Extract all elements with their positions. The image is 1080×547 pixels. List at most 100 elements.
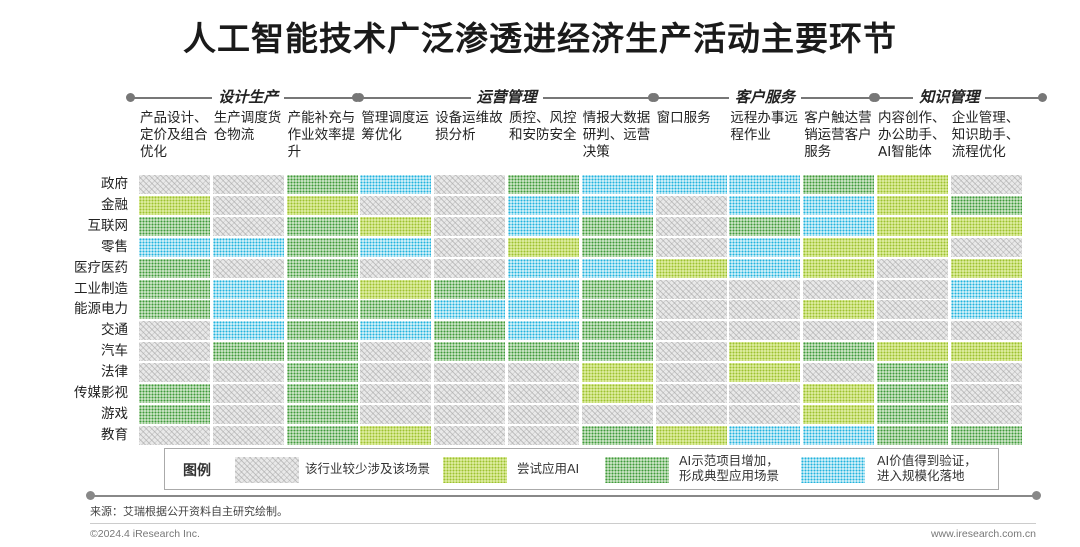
- heatmap-cell-r1-c5: [508, 195, 579, 215]
- heatmap-cell-r9-c5: [508, 363, 579, 383]
- heatmap-cell-r2-c5: [508, 216, 579, 236]
- footer-divider: [90, 495, 1036, 497]
- heatmap-cell-r3-c5: [508, 237, 579, 257]
- heatmap-cell-r6-c4: [434, 300, 506, 320]
- heatmap-cell-r4-c0: [139, 258, 210, 278]
- heatmap-cell-r7-c5: [508, 321, 579, 341]
- group-name-1: 运营管理: [470, 86, 543, 108]
- heatmap-cell-r7-c2: [286, 321, 358, 341]
- heatmap-cell-r5-c9: [803, 279, 875, 299]
- heatmap-cell-r6-c11: [950, 300, 1022, 320]
- heatmap-cell-r3-c6: [581, 237, 653, 257]
- heatmap-cell-r9-c3: [360, 363, 432, 383]
- heatmap-cell-r12-c10: [877, 425, 948, 445]
- heatmap-cell-r3-c11: [950, 237, 1022, 257]
- group-name-2: 客户服务: [728, 86, 801, 108]
- heatmap-cell-r2-c6: [581, 216, 653, 236]
- column-header-5: 质控、风控和安防安全: [509, 110, 577, 143]
- heatmap-cell-r1-c2: [286, 195, 358, 215]
- column-header-9: 客户触达营销运营客户服务: [804, 110, 872, 160]
- heatmap-cell-r10-c4: [434, 384, 506, 403]
- heatmap-cell-r8-c1: [212, 342, 284, 362]
- copyright: ©2024.4 iResearch Inc.: [90, 528, 200, 540]
- heatmap-cell-r12-c9: [803, 425, 875, 445]
- legend-swatch-demo: [605, 457, 669, 483]
- column-header-0: 产品设计、定价及组合优化: [140, 110, 208, 160]
- row-label-5: 工业制造: [74, 280, 128, 297]
- heatmap-cell-r2-c10: [877, 216, 948, 236]
- heatmap-cell-r12-c3: [360, 425, 432, 445]
- heatmap-cell-r11-c11: [950, 404, 1022, 424]
- source-note: 来源：艾瑞根据公开资料自主研究绘制。: [90, 505, 288, 518]
- heatmap-cell-r6-c9: [803, 300, 875, 320]
- row-label-12: 教育: [101, 426, 128, 443]
- row-label-4: 医疗医药: [74, 259, 128, 276]
- heatmap-cell-r9-c8: [729, 363, 801, 383]
- legend-label-trial: 尝试应用AI: [517, 461, 580, 476]
- heatmap-cell-r9-c10: [877, 363, 948, 383]
- heatmap-cell-r2-c2: [286, 216, 358, 236]
- heatmap-cell-r9-c0: [139, 363, 210, 383]
- row-label-2: 互联网: [87, 217, 129, 234]
- footer-divider-dot-right: [1032, 491, 1041, 500]
- heatmap-cell-r1-c8: [729, 195, 801, 215]
- heatmap-cell-r8-c4: [434, 342, 506, 362]
- heatmap-cell-r5-c6: [581, 279, 653, 299]
- heatmap-cell-r7-c8: [729, 321, 801, 341]
- heatmap-cell-r6-c7: [655, 300, 727, 320]
- column-header-8: 远程办事远程作业: [730, 110, 798, 143]
- heatmap-cell-r1-c11: [950, 195, 1022, 215]
- row-label-1: 金融: [101, 196, 128, 213]
- heatmap-cell-r12-c8: [729, 425, 801, 445]
- heatmap-cell-r0-c2: [286, 175, 358, 194]
- heatmap-cell-r10-c11: [950, 384, 1022, 403]
- row-label-3: 零售: [101, 238, 128, 255]
- heatmap-cell-r0-c9: [803, 175, 875, 194]
- heatmap-cell-r6-c3: [360, 300, 432, 320]
- heatmap-cell-r6-c0: [139, 300, 210, 320]
- heatmap-cell-r4-c1: [212, 258, 284, 278]
- heatmap-cell-r3-c8: [729, 237, 801, 257]
- heatmap-cell-r12-c6: [581, 425, 653, 445]
- legend: 图例 该行业较少涉及该场景 尝试应用AI AI示范项目增加， 形成典型应用场景 …: [164, 448, 999, 490]
- group-dot-0: [126, 93, 135, 102]
- heatmap-cell-r5-c8: [729, 279, 801, 299]
- heatmap-cell-r9-c6: [581, 363, 653, 383]
- heatmap-cell-r0-c1: [212, 175, 284, 194]
- heatmap-cell-r7-c4: [434, 321, 506, 341]
- column-header-1: 生产调度货仓物流: [213, 110, 282, 143]
- heatmap-cell-r10-c3: [360, 384, 432, 403]
- heatmap-cell-r5-c2: [286, 279, 358, 299]
- heatmap-cell-r5-c4: [434, 279, 506, 299]
- heatmap-cell-r0-c7: [655, 175, 727, 194]
- heatmap-cell-r10-c1: [212, 384, 284, 403]
- row-label-9: 法律: [101, 364, 128, 381]
- heatmap-cell-r12-c2: [286, 425, 358, 445]
- heatmap-cell-r6-c2: [286, 300, 358, 320]
- heatmap-cell-r8-c9: [803, 342, 875, 362]
- heatmap-cell-r5-c11: [950, 279, 1022, 299]
- heatmap-cell-r5-c1: [212, 279, 284, 299]
- heatmap-cell-r12-c1: [212, 425, 284, 445]
- heatmap-cell-r6-c5: [508, 300, 579, 320]
- heatmap-cell-r1-c9: [803, 195, 875, 215]
- group-dot-4: [647, 93, 657, 102]
- heatmap-cell-r11-c3: [360, 404, 432, 424]
- heatmap-cell-r7-c11: [950, 321, 1022, 341]
- page-title: 人工智能技术广泛渗透进经济生产活动主要环节: [183, 19, 897, 58]
- group-dot-2: [352, 93, 362, 102]
- heatmap-cell-r4-c2: [286, 258, 358, 278]
- group-name-3: 知识管理: [913, 86, 986, 108]
- heatmap-cell-r6-c8: [729, 300, 801, 320]
- heatmap-cell-r0-c4: [434, 175, 506, 194]
- heatmap-cell-r7-c3: [360, 321, 432, 341]
- footer-divider-dot-left: [86, 491, 95, 500]
- heatmap-cell-r5-c3: [360, 279, 432, 299]
- heatmap-cell-r8-c5: [508, 342, 579, 362]
- heatmap-cell-r10-c8: [729, 384, 801, 403]
- heatmap-cell-r7-c6: [581, 321, 653, 341]
- heatmap-cell-r8-c3: [360, 342, 432, 362]
- column-header-6: 情报大数据研判、远营决策: [582, 110, 651, 160]
- heatmap-cell-r8-c2: [286, 342, 358, 362]
- group-name-0: 设计生产: [212, 86, 285, 108]
